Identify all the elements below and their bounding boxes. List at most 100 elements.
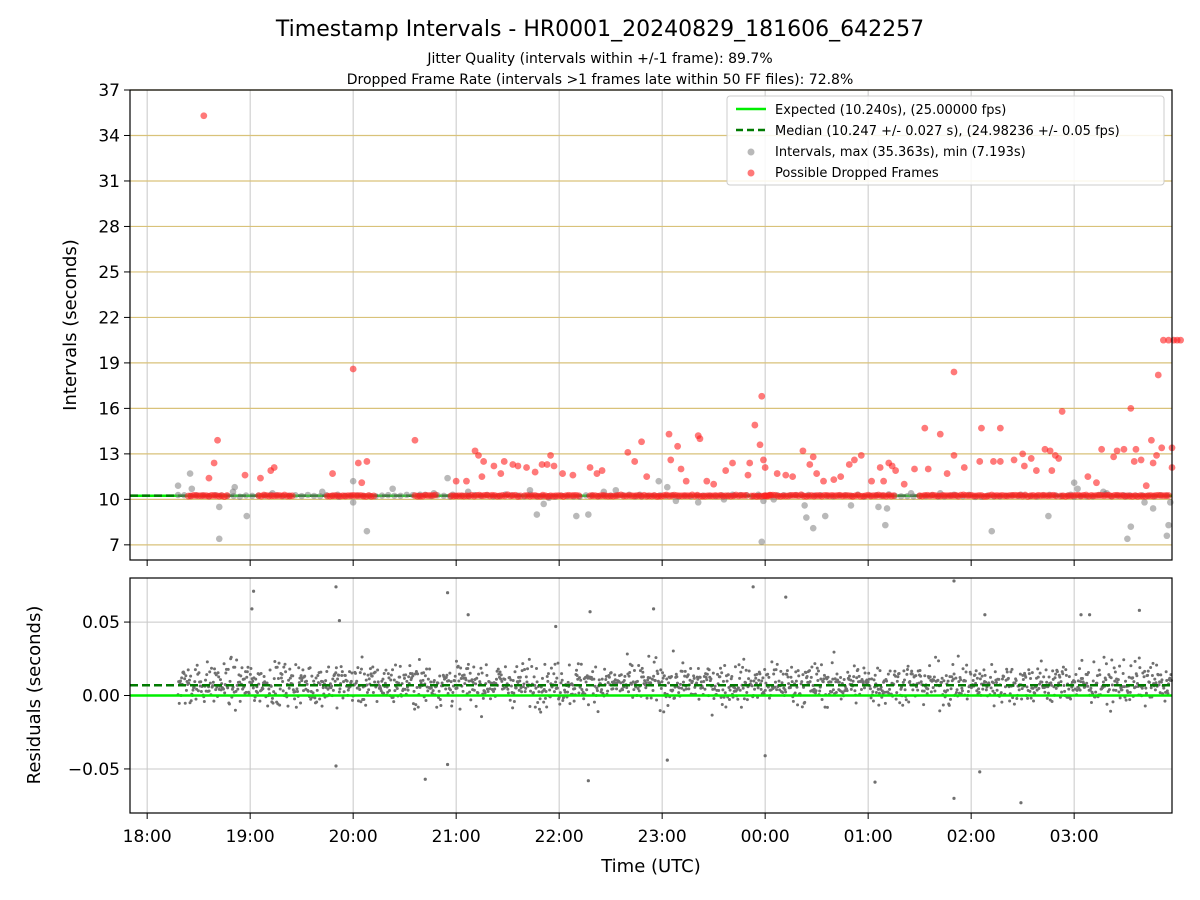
- residual-point: [303, 674, 307, 678]
- residual-point: [1158, 691, 1162, 695]
- residual-point: [866, 680, 870, 684]
- residual-point: [625, 686, 629, 690]
- residual-point: [386, 672, 390, 676]
- residual-point: [978, 672, 982, 676]
- interval-point-54: [1070, 479, 1078, 486]
- residual-point: [644, 681, 648, 685]
- residual-point: [191, 688, 195, 692]
- residual-point: [1109, 709, 1113, 713]
- residual-point: [308, 666, 312, 670]
- residual-point: [226, 667, 230, 671]
- residual-point: [480, 671, 484, 675]
- residual-point: [1044, 668, 1048, 672]
- residual-point: [558, 702, 562, 706]
- interval-point: [384, 491, 392, 499]
- interval-point-63: [1165, 521, 1172, 529]
- residual-point: [826, 675, 830, 679]
- residual-point: [376, 680, 380, 684]
- residual-point: [293, 690, 297, 694]
- dropped-frame-point-117: [1158, 444, 1166, 452]
- residual-point: [297, 666, 301, 670]
- residual-point: [594, 665, 598, 669]
- residual-point: [306, 689, 310, 693]
- dropped-frame-point-47: [703, 477, 711, 485]
- interval-point-42: [821, 512, 829, 520]
- residual-point: [852, 675, 856, 679]
- residual-point: [910, 672, 914, 676]
- residual-point: [479, 666, 483, 670]
- residual-point: [1030, 671, 1034, 675]
- residual-point: [1029, 696, 1033, 700]
- residual-point: [683, 669, 687, 673]
- residual-point: [213, 667, 217, 671]
- residual-point: [894, 674, 898, 678]
- residual-point: [984, 680, 988, 684]
- top-y-tick-label-9: 34: [98, 126, 120, 146]
- residual-point: [278, 703, 282, 707]
- dropped-frame-point-94: [1027, 455, 1035, 462]
- dropped-frame-point-51: [744, 471, 752, 479]
- residual-point: [877, 703, 881, 707]
- residual-point: [426, 689, 430, 693]
- interval-point: [391, 492, 398, 499]
- interval-point-59: [1127, 523, 1135, 530]
- residual-point: [660, 680, 664, 684]
- residual-point: [1064, 668, 1068, 672]
- residual-point: [324, 679, 328, 683]
- residual-point: [484, 663, 488, 667]
- residual-point: [1134, 685, 1138, 689]
- dropped-frame-point-65: [820, 477, 827, 485]
- residual-point: [321, 686, 325, 690]
- residual-point: [901, 703, 905, 707]
- residual-point: [1025, 685, 1029, 689]
- residual-outlier-17: [423, 777, 427, 781]
- residual-point: [868, 687, 872, 691]
- residual-point: [993, 691, 997, 695]
- residual-point: [823, 705, 827, 709]
- residual-point: [199, 680, 203, 684]
- residual-point: [984, 688, 988, 692]
- residual-point: [279, 676, 283, 680]
- residual-point: [946, 679, 950, 683]
- residual-point: [268, 668, 272, 672]
- residual-point: [186, 668, 190, 672]
- dropped-frame-point-82: [943, 470, 951, 477]
- residual-point: [880, 689, 884, 693]
- residual-point: [194, 697, 198, 701]
- residual-point: [667, 681, 671, 685]
- residual-point: [539, 710, 543, 714]
- interval-point-12: [349, 477, 357, 485]
- dropped-frame-point-59: [782, 471, 790, 479]
- residual-point: [345, 679, 349, 683]
- dropped-frame-point-34: [593, 470, 601, 477]
- residual-point: [856, 668, 860, 672]
- dropped-frame-point-36: [624, 448, 632, 456]
- residual-point: [355, 686, 359, 690]
- residual-point: [702, 679, 706, 683]
- residual-point: [739, 670, 743, 674]
- residual-point: [780, 681, 784, 685]
- residual-point: [1050, 700, 1054, 704]
- legend-intervals-label: Intervals, max (35.363s), min (7.193s): [775, 145, 1026, 160]
- residual-point: [980, 674, 984, 678]
- residual-point: [1079, 680, 1083, 684]
- residual-point: [282, 665, 286, 669]
- top-y-tick-label-10: 37: [98, 81, 120, 101]
- residual-point: [656, 672, 660, 676]
- residual-point: [382, 691, 386, 695]
- residual-point: [640, 666, 644, 670]
- interval-point: [249, 492, 256, 500]
- residual-outlier-22: [873, 780, 877, 784]
- residual-point: [316, 681, 320, 685]
- residual-point: [337, 673, 341, 677]
- residual-point: [334, 666, 338, 670]
- dropped-frame-point-93: [1020, 462, 1028, 470]
- residual-point: [1112, 688, 1116, 692]
- residual-point: [364, 703, 368, 707]
- interval-point-7: [243, 512, 251, 520]
- residual-point: [233, 665, 237, 669]
- residual-point: [1104, 662, 1108, 666]
- residual-point: [615, 687, 619, 691]
- chart-subtitle-dropped: Dropped Frame Rate (intervals >1 frames …: [347, 72, 854, 88]
- residual-point: [204, 678, 208, 682]
